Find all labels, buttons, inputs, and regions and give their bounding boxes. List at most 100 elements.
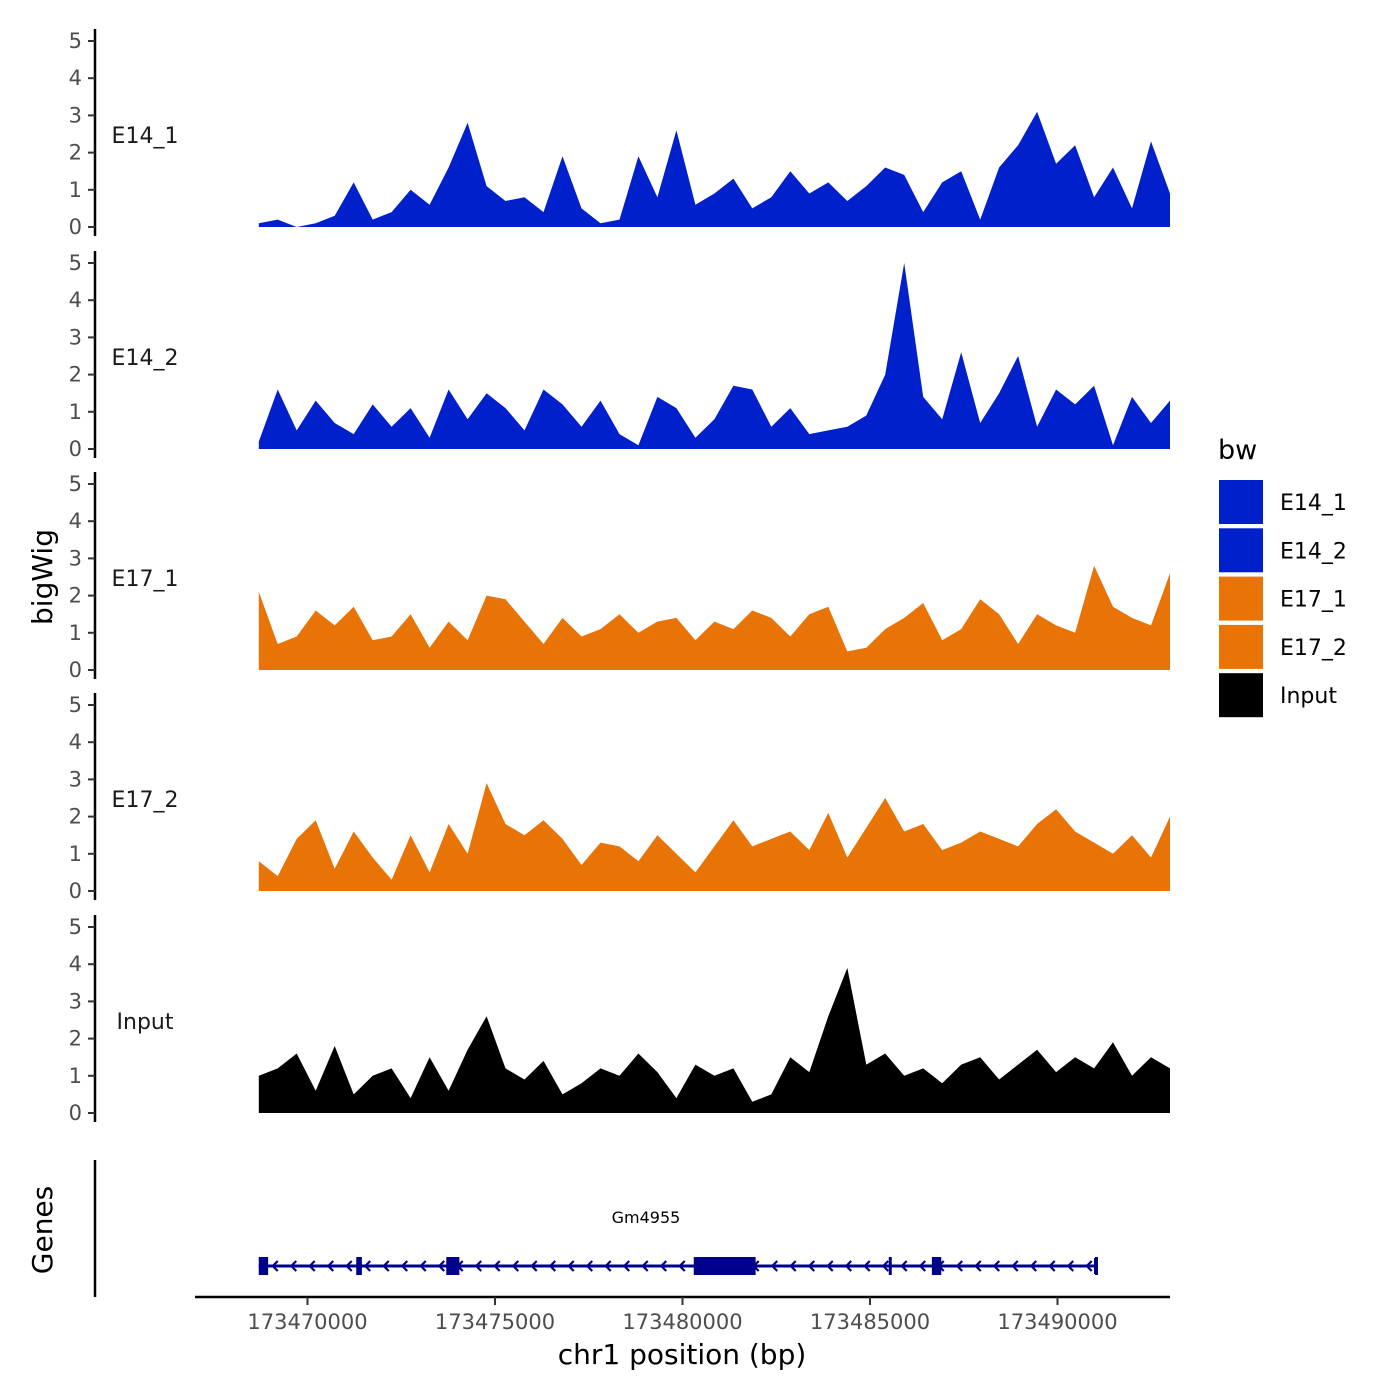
- x-tick-label: 173470000: [247, 1310, 367, 1334]
- strand-arrow: [955, 1260, 964, 1272]
- legend-label-E14_1: E14_1: [1280, 491, 1347, 516]
- signal-area-E17_2: [258, 783, 1170, 891]
- strand-arrow: [382, 1260, 390, 1272]
- strand-arrow: [474, 1260, 483, 1272]
- strand-arrow: [400, 1260, 409, 1272]
- strand-arrow: [1048, 1260, 1056, 1272]
- y-tick-label: 3: [69, 325, 82, 349]
- legend-swatch-E14_2: [1219, 528, 1263, 573]
- y-tick-label: 1: [69, 621, 82, 645]
- x-tick-label: 173475000: [435, 1310, 555, 1334]
- legend-label-E17_2: E17_2: [1280, 636, 1347, 661]
- track-Input: 0 1 2 3 4 5 Input: [69, 915, 1170, 1125]
- strand-arrow: [789, 1260, 797, 1272]
- legend-label-Input: Input: [1280, 684, 1337, 709]
- strand-arrow: [437, 1260, 446, 1272]
- y-tick-label: 2: [69, 1027, 82, 1051]
- strand-arrow: [1011, 1260, 1019, 1272]
- strand-arrow: [326, 1260, 335, 1272]
- y-tick-label: 3: [69, 546, 82, 570]
- y-tick-label: 5: [69, 29, 82, 53]
- strand-arrow: [1029, 1260, 1038, 1272]
- y-tick-label: 0: [69, 437, 82, 461]
- y-tick-label: 1: [69, 178, 82, 202]
- y-tick-label: 4: [69, 66, 82, 90]
- signal-area-E17_1: [258, 565, 1170, 670]
- legend-swatch-E17_2: [1219, 624, 1263, 669]
- y-tick-label: 2: [69, 584, 82, 608]
- signal-area-E14_1: [258, 111, 1170, 227]
- strand-arrow: [567, 1260, 575, 1272]
- y-tick-label: 3: [69, 989, 82, 1013]
- y-tick-label: 5: [69, 693, 82, 717]
- x-tick-label: 173485000: [810, 1310, 930, 1334]
- y-tick-label: 4: [69, 509, 82, 533]
- genes-axis-title: Genes: [26, 1186, 59, 1274]
- gene-exon: [446, 1257, 460, 1275]
- y-tick-label: 1: [69, 1064, 82, 1088]
- strand-arrow: [844, 1260, 853, 1272]
- strand-arrow: [826, 1260, 834, 1272]
- tracks-layer: 0 1 2 3 4 5 E14_1 0 1 2 3 4 5 E14_2 0 1 2 3 4 5 E17_1 0 1 2 3 4 5 E…: [69, 29, 1170, 1125]
- track-label: E14_2: [112, 346, 179, 371]
- strand-arrow: [548, 1260, 557, 1272]
- strand-arrow: [345, 1260, 353, 1272]
- y-tick-label: 5: [69, 472, 82, 496]
- track-E14_2: 0 1 2 3 4 5 E14_2: [69, 251, 1170, 461]
- strand-arrow: [918, 1260, 927, 1272]
- y-tick-label: 0: [69, 215, 82, 239]
- legend-swatch-Input: [1219, 673, 1263, 718]
- strand-arrow: [585, 1260, 594, 1272]
- strand-arrow: [622, 1260, 631, 1272]
- strand-arrow: [974, 1260, 982, 1272]
- strand-arrow: [659, 1260, 668, 1272]
- legend-title: bw: [1218, 435, 1257, 466]
- signal-area-Input: [258, 967, 1170, 1113]
- track-E17_2: 0 1 2 3 4 5 E17_2: [69, 693, 1170, 903]
- y-tick-label: 4: [69, 730, 82, 754]
- strand-arrow: [363, 1260, 372, 1272]
- strand-arrow: [419, 1260, 427, 1272]
- gene-exon: [888, 1257, 892, 1275]
- y-tick-label: 2: [69, 363, 82, 387]
- strand-arrow: [881, 1260, 890, 1272]
- legend-label-E14_2: E14_2: [1280, 539, 1347, 564]
- legend-label-E17_1: E17_1: [1280, 588, 1347, 613]
- x-tick-label: 173480000: [622, 1310, 742, 1334]
- strand-arrow: [992, 1260, 1001, 1272]
- x-tick-label: 173490000: [997, 1310, 1117, 1334]
- strand-arrow: [770, 1260, 779, 1272]
- track-E17_1: 0 1 2 3 4 5 E17_1: [69, 472, 1170, 682]
- strand-arrow: [530, 1260, 538, 1272]
- track-label: E17_2: [112, 788, 179, 813]
- legend-swatch-E14_1: [1219, 480, 1263, 524]
- gene-exon: [931, 1257, 942, 1275]
- y-tick-label: 3: [69, 103, 82, 127]
- strand-arrow: [308, 1260, 316, 1272]
- y-tick-label: 3: [69, 767, 82, 791]
- track-label: Input: [117, 1010, 174, 1035]
- genes-panel: Gm4955: [93, 1160, 1098, 1297]
- strand-arrow: [863, 1260, 871, 1272]
- strand-arrow: [641, 1260, 649, 1272]
- y-tick-label: 4: [69, 952, 82, 976]
- strand-arrow: [511, 1260, 520, 1272]
- strand-arrow: [1085, 1260, 1093, 1272]
- y-tick-label: 2: [69, 141, 82, 165]
- signal-area-E14_2: [258, 263, 1170, 449]
- strand-arrow: [678, 1260, 686, 1272]
- track-label: E17_1: [112, 567, 179, 592]
- gene-exon: [1095, 1257, 1098, 1275]
- strand-arrow: [493, 1260, 501, 1272]
- x-axis-title: chr1 position (bp): [558, 1338, 807, 1371]
- strand-arrow: [271, 1260, 279, 1272]
- strand-arrow: [807, 1260, 816, 1272]
- gene-exon: [693, 1257, 756, 1275]
- y-tick-label: 5: [69, 915, 82, 939]
- strand-arrow: [1066, 1260, 1075, 1272]
- y-tick-label: 1: [69, 400, 82, 424]
- y-tick-label: 0: [69, 658, 82, 682]
- y-tick-label: 4: [69, 288, 82, 312]
- y-tick-label: 0: [69, 1101, 82, 1125]
